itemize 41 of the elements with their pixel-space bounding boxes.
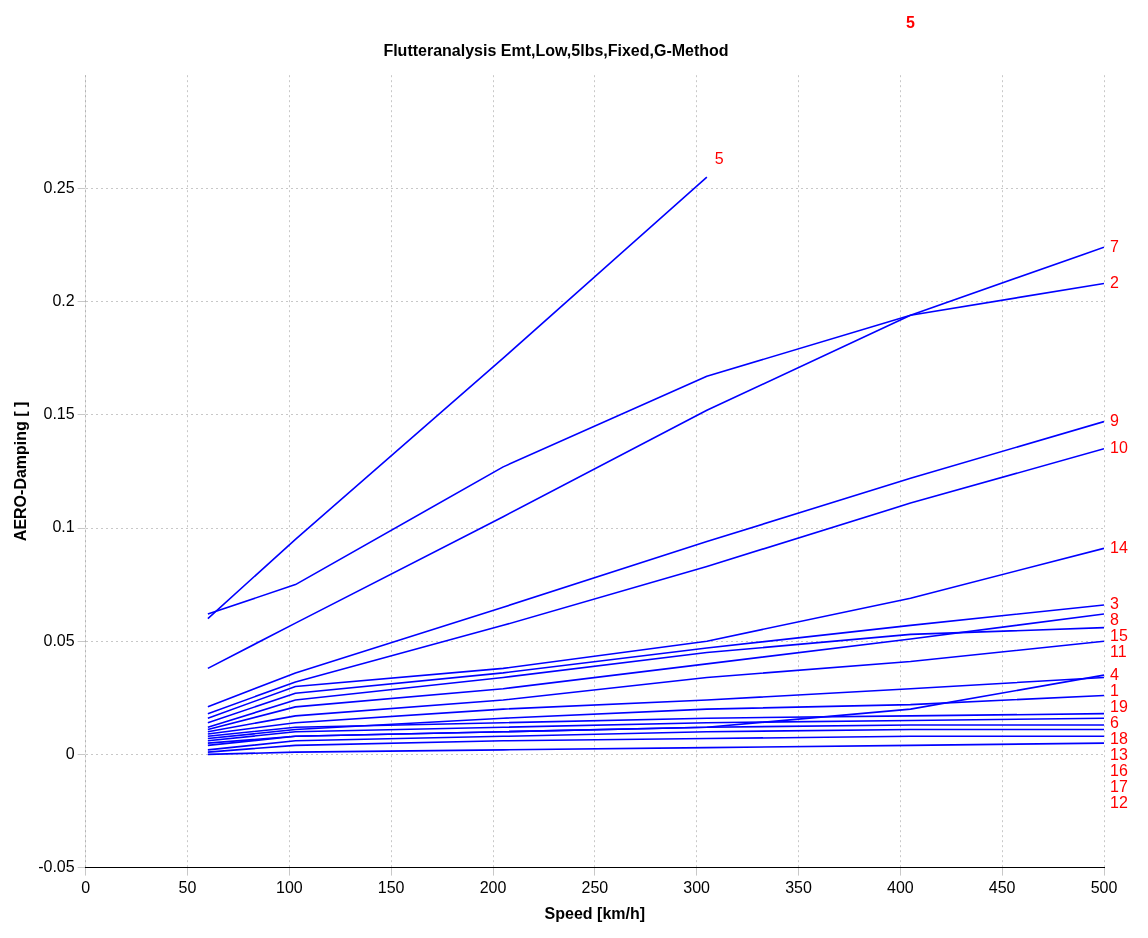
series-label: 19 — [1110, 697, 1128, 715]
series-label: 18 — [1110, 729, 1128, 747]
x-tick-label: 250 — [581, 878, 609, 896]
series-label: 4 — [1110, 665, 1119, 683]
series-label: 8 — [1110, 611, 1119, 629]
series-label: 7 — [1110, 237, 1119, 255]
series-label: 5 — [714, 150, 724, 168]
text: 17 — [1110, 777, 1128, 795]
series-label: 3 — [1110, 595, 1119, 613]
x-tick-label: 350 — [785, 878, 812, 896]
series-label: 13 — [1110, 745, 1128, 763]
chart-title: Flutteranalysis Emt,Low,5lbs,Fixed,G-Method — [383, 42, 729, 60]
series-label: 9 — [1110, 412, 1119, 429]
x-tick-label: 150 — [377, 878, 405, 896]
x-tick-label: 200 — [479, 878, 507, 896]
x-axis-title: Speed [km/h] — [544, 904, 646, 922]
y-tick-label: -0.05 — [38, 858, 75, 876]
series-label: 11 — [1110, 643, 1127, 661]
series-label: 2 — [1110, 273, 1119, 291]
text: 5 — [906, 14, 916, 32]
x-tick-label: 450 — [988, 878, 1016, 896]
series-label: 10 — [1110, 439, 1128, 457]
y-tick-label: 0.15 — [43, 405, 75, 423]
y-tick-label: 0 — [65, 744, 75, 762]
y-tick-label: 0.25 — [43, 178, 75, 196]
series-label: 15 — [1110, 627, 1128, 645]
series-label: 6 — [1110, 713, 1119, 731]
x-tick-label: 50 — [178, 878, 197, 896]
x-tick-label: 500 — [1090, 878, 1118, 896]
series-label: 1 — [1110, 681, 1119, 699]
text: 16 — [1110, 761, 1128, 779]
y-tick-label: 0.1 — [52, 518, 75, 536]
x-tick-label: 0 — [81, 878, 91, 896]
y-axis-title: AERO-Damping [ ] — [12, 401, 30, 542]
y-tick-label: 0.05 — [43, 631, 75, 649]
x-tick-label: 100 — [275, 878, 303, 896]
x-tick-label: 300 — [683, 878, 711, 896]
y-tick-label: 0.2 — [52, 292, 75, 310]
text: 12 — [1110, 793, 1128, 811]
x-tick-label: 400 — [886, 878, 914, 896]
series-label: 14 — [1110, 538, 1128, 556]
